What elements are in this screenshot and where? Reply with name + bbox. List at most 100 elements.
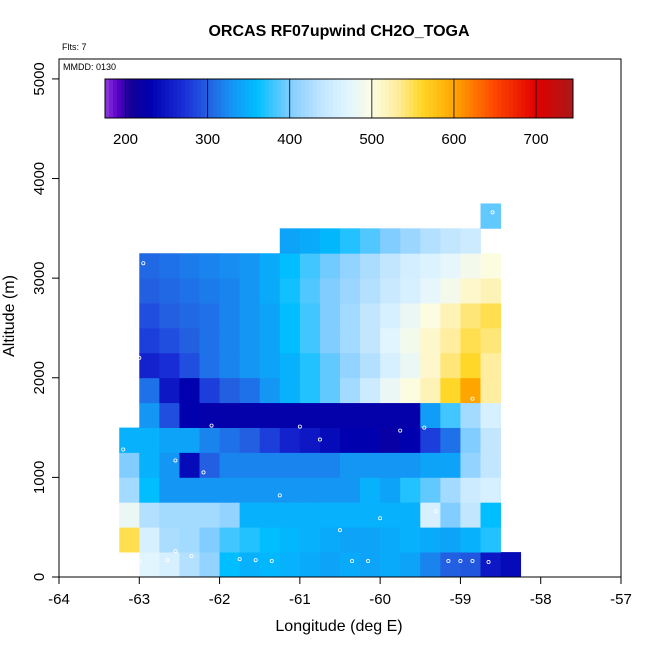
heatmap-cell <box>360 427 381 453</box>
heatmap-cell <box>319 253 341 279</box>
heatmap-cell <box>279 303 301 329</box>
heatmap-cell <box>400 352 421 379</box>
heatmap-cell <box>299 303 321 329</box>
heatmap-cell <box>460 228 481 254</box>
heatmap-cell <box>219 552 241 578</box>
heatmap-cell <box>440 502 461 528</box>
heatmap-cell <box>279 502 301 528</box>
flight-marker <box>486 560 491 565</box>
heatmap-cell <box>279 352 301 379</box>
colorbar-swatch <box>381 79 386 118</box>
heatmap-cell <box>400 253 421 279</box>
flight-marker <box>378 516 383 521</box>
heatmap-cell <box>460 303 481 329</box>
heatmap-cell <box>400 552 421 578</box>
heatmap-cell <box>119 477 140 503</box>
x-axis-label: Longitude (deg E) <box>275 618 402 635</box>
heatmap-cell <box>360 303 381 329</box>
heatmap-cell <box>279 477 301 503</box>
heatmap-cell <box>239 477 261 503</box>
heatmap-cell <box>199 552 220 578</box>
heatmap-cell <box>380 352 401 379</box>
colorbar-swatch <box>457 79 462 118</box>
heatmap-cell <box>179 477 200 503</box>
colorbar-swatch <box>297 79 302 118</box>
heatmap-cell <box>380 377 401 404</box>
heatmap-cell <box>380 427 401 453</box>
heatmap-cell <box>460 527 481 553</box>
colorbar-swatch <box>469 79 474 118</box>
colorbar-swatch <box>269 79 274 118</box>
heatmap-cell <box>159 452 180 478</box>
heatmap-cell <box>299 552 321 578</box>
heatmap-cell <box>239 427 261 453</box>
colorbar-swatch <box>241 79 246 118</box>
colorbar-swatch <box>421 79 426 118</box>
heatmap-cell <box>380 452 401 478</box>
colorbar-swatch <box>141 79 146 118</box>
heatmap-cell <box>159 477 180 503</box>
heatmap-cell <box>480 377 501 404</box>
flight-marker <box>237 557 242 562</box>
heatmap-cell <box>460 477 481 503</box>
colorbar-frame <box>104 78 574 119</box>
heatmap-cell <box>380 303 401 329</box>
colorbar-swatch <box>349 79 354 118</box>
axes: -64 -63 -62 -61 -60 -59 -58 -57 0 1000 2000 3000 400… <box>31 62 632 608</box>
colorbar-swatch <box>265 79 270 118</box>
markers-layer <box>121 210 495 565</box>
colorbar-swatch <box>477 79 482 118</box>
heatmap-cell <box>480 427 501 453</box>
heatmap-cell <box>159 552 180 578</box>
heatmap-cell <box>199 427 220 453</box>
heatmap-cell <box>440 377 461 404</box>
heatmap-cell <box>259 402 281 428</box>
colorbar-swatch <box>161 79 166 118</box>
heatmap-cell <box>440 427 461 453</box>
colorbar-swatch <box>485 79 490 118</box>
heatmap-cell <box>380 477 401 503</box>
colorbar-swatch <box>529 79 534 118</box>
colorbar-swatch <box>509 79 514 118</box>
heatmap-cell <box>480 203 501 229</box>
heatmap-cell <box>400 527 421 553</box>
colorbar-swatch <box>273 79 278 118</box>
colorbar-swatch <box>417 79 422 118</box>
heatmap-cell <box>340 278 361 304</box>
heatmap-cell <box>259 278 281 304</box>
colorbar-swatch <box>525 79 530 118</box>
flight-marker <box>173 549 178 554</box>
heatmap-cell <box>480 303 501 329</box>
colorbar-tick-label: 500 <box>359 131 384 148</box>
colorbar-swatch <box>105 79 110 118</box>
heatmap-cell <box>319 352 341 379</box>
heatmap-cell <box>179 377 200 404</box>
heatmap-cell <box>340 377 361 404</box>
colorbar-swatch <box>277 79 282 118</box>
heatmap-cell <box>319 502 341 528</box>
colorbar-swatch <box>329 79 334 118</box>
heatmap-cell <box>279 527 301 553</box>
heatmap-cell <box>360 527 381 553</box>
heatmap-cell <box>460 352 481 379</box>
colorbar-swatch <box>305 79 310 118</box>
heatmap-cell <box>400 278 421 304</box>
colorbar-swatch <box>517 79 522 118</box>
heatmap-cell <box>199 527 220 553</box>
flight-marker <box>297 424 302 429</box>
colorbar-swatch <box>321 79 326 118</box>
heatmap-cell <box>179 253 200 279</box>
heatmap-cell <box>219 278 241 304</box>
colorbar-swatch <box>209 79 214 118</box>
heatmap-cell <box>139 327 160 354</box>
heatmap-cell <box>299 253 321 279</box>
heatmap-cell <box>460 327 481 354</box>
flight-marker <box>317 437 322 442</box>
heatmap-cell <box>139 278 160 304</box>
colorbar-tick-label: 600 <box>441 131 466 148</box>
heatmap-cell <box>440 327 461 354</box>
colorbar-swatch <box>189 79 194 118</box>
heatmap-cell <box>319 228 341 254</box>
colorbar-swatch <box>433 79 438 118</box>
chart-title: ORCAS RF07upwind CH2O_TOGA <box>208 23 470 40</box>
